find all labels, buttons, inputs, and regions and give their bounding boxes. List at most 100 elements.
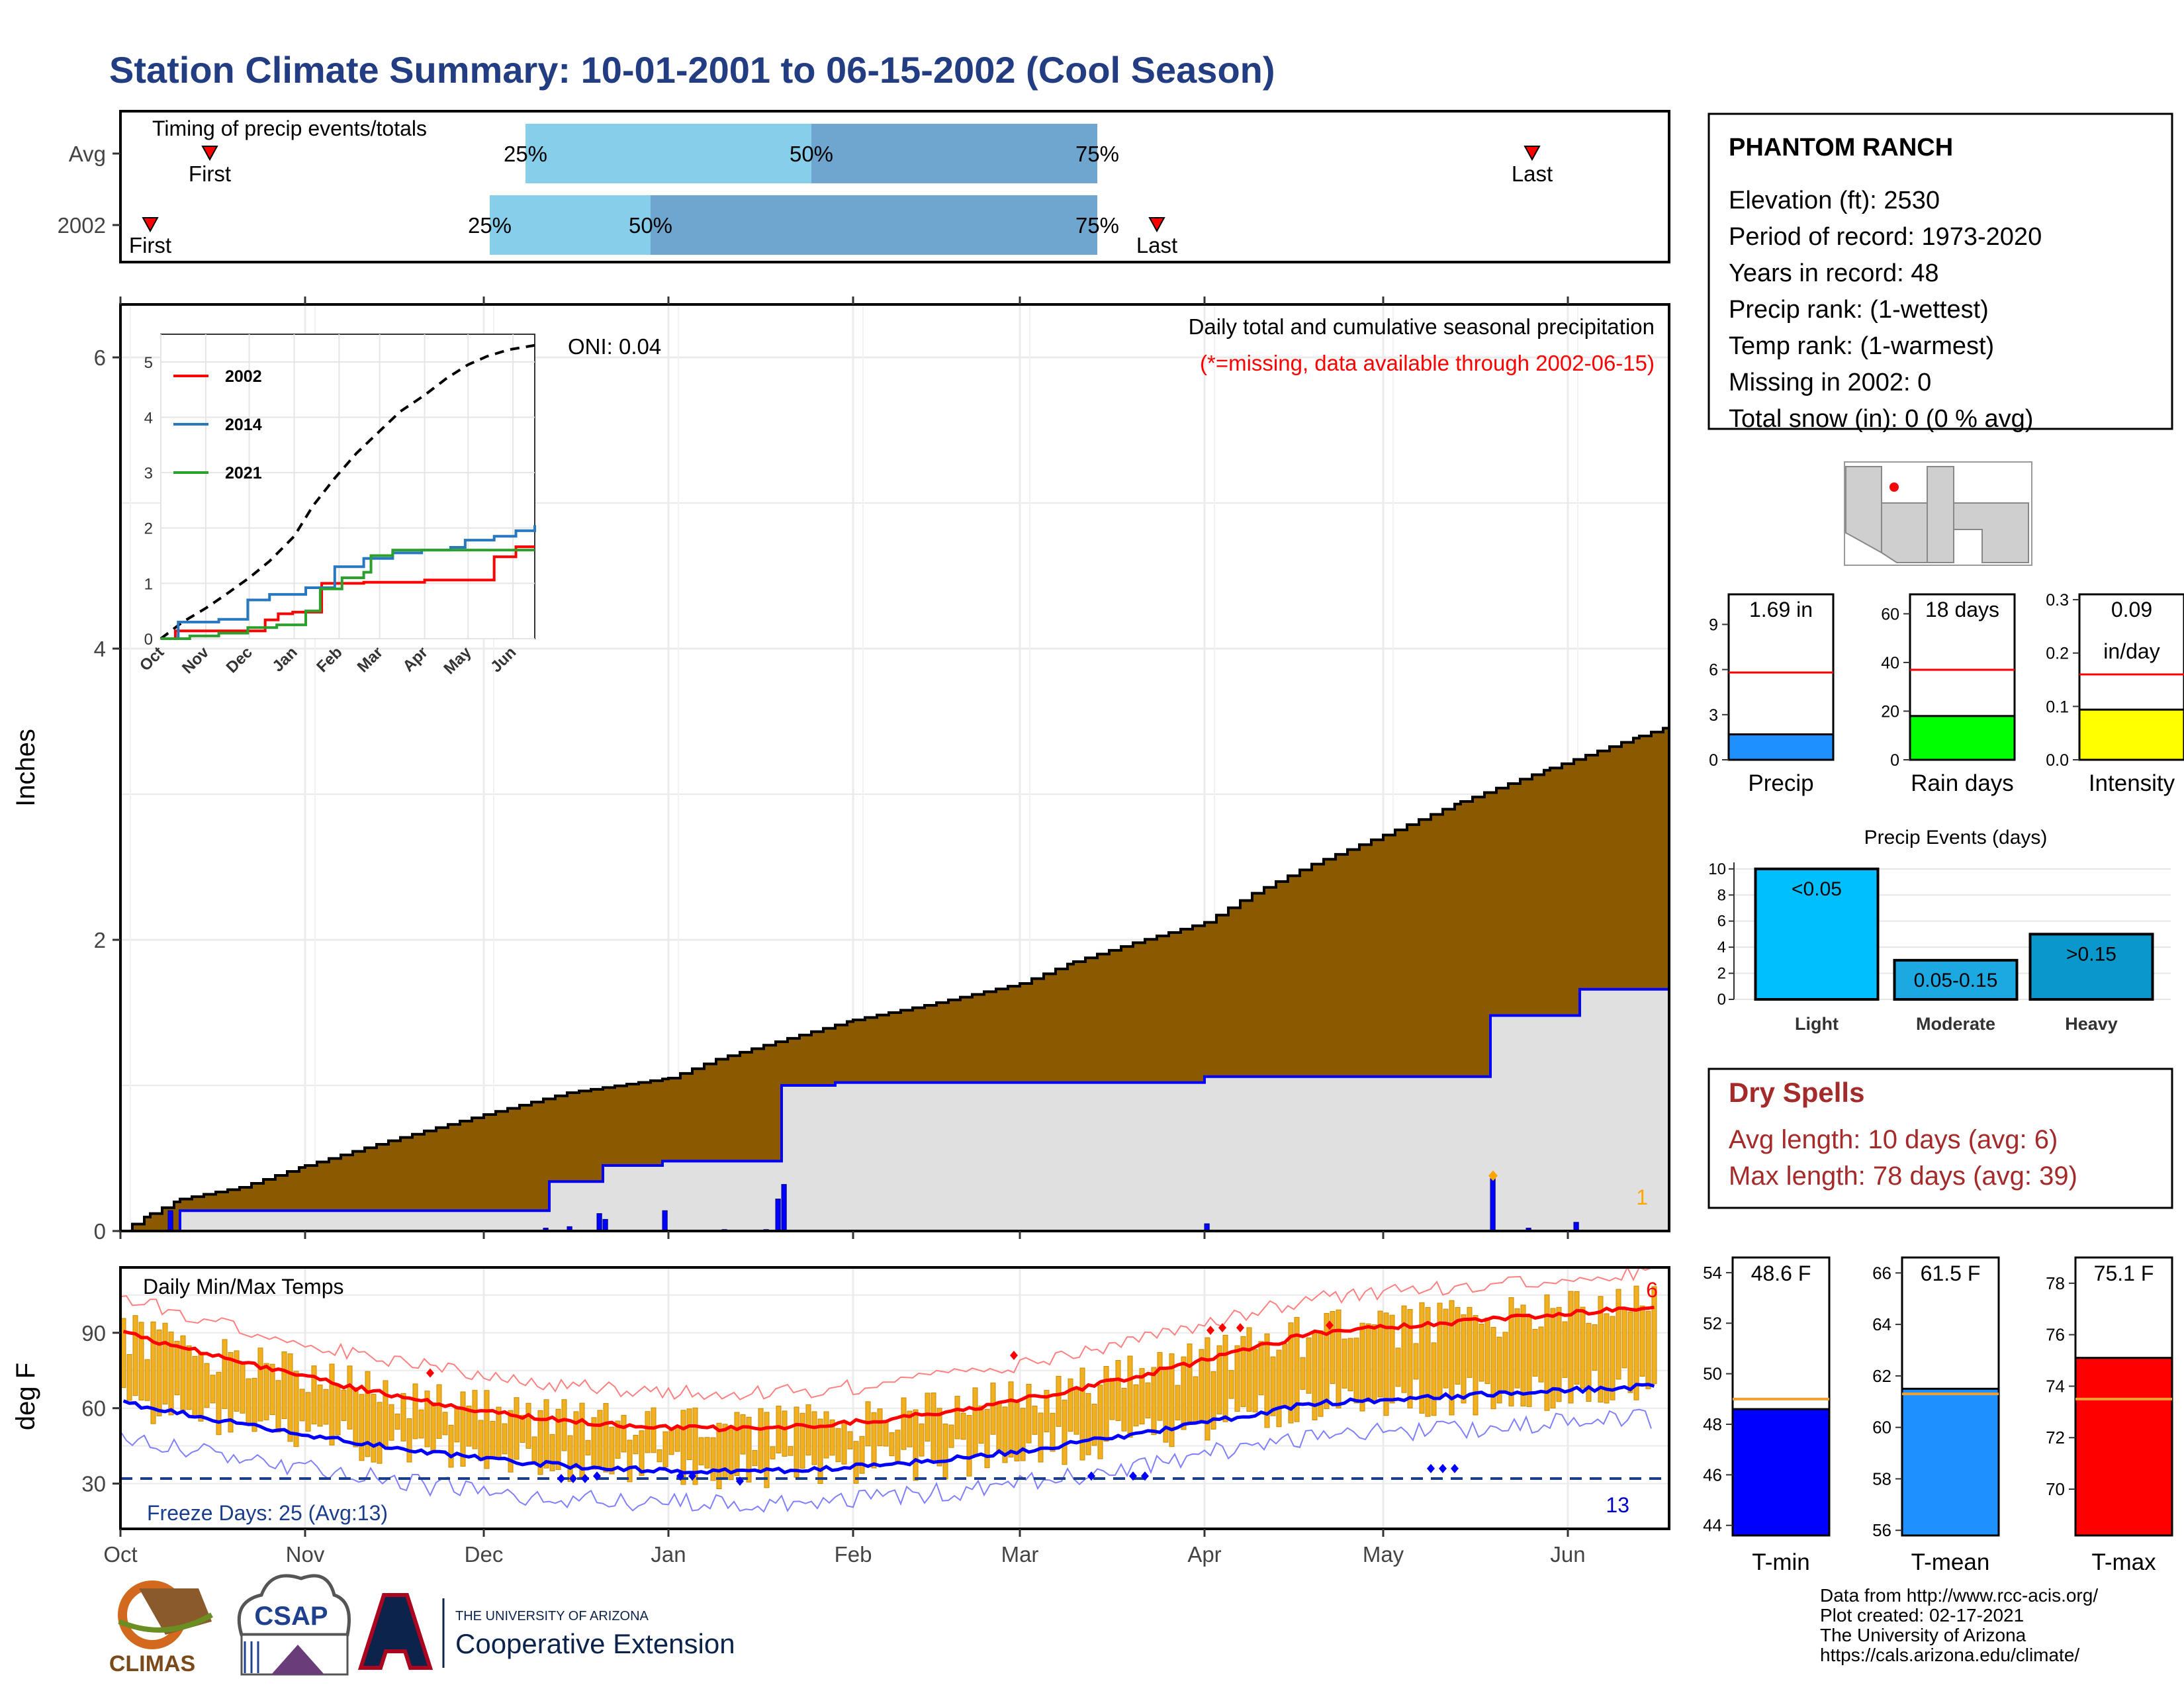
daily-temp-bar xyxy=(299,1389,305,1422)
daily-temp-bar xyxy=(686,1408,692,1461)
inset-frame xyxy=(160,334,535,639)
daily-temp-bar xyxy=(776,1405,782,1453)
daily-temp-bar xyxy=(645,1411,651,1453)
freeze-day-marker xyxy=(593,1471,601,1481)
freeze-day-marker xyxy=(688,1471,696,1481)
daily-temp-bar xyxy=(1020,1408,1026,1461)
timing-first-marker xyxy=(201,146,218,161)
mini-bar-tick-label: 20 xyxy=(1881,702,1899,721)
daily-temp-bar xyxy=(805,1404,811,1456)
daily-temp-bar xyxy=(383,1380,388,1448)
daily-temp-bar xyxy=(502,1423,508,1455)
daily-temp-bar xyxy=(1615,1289,1621,1380)
daily-temp-bar xyxy=(794,1406,799,1478)
daily-temp-bar xyxy=(1097,1385,1103,1459)
daily-temp-bar xyxy=(996,1402,1002,1451)
temp-y-label: deg F xyxy=(11,1363,40,1430)
daily-temp-bar xyxy=(657,1449,662,1463)
temp-summary-value-label: 75.1 F xyxy=(2094,1261,2154,1285)
daily-temp-bar xyxy=(1431,1342,1437,1416)
mini-bar-frame xyxy=(1727,593,1835,761)
daily-temp-bar xyxy=(1425,1306,1431,1417)
daily-temp-bar xyxy=(412,1383,418,1440)
month-label: Jan xyxy=(651,1542,686,1567)
daily-temp-bar xyxy=(936,1408,942,1467)
daily-temp-bar xyxy=(573,1411,579,1469)
daily-temp-bar xyxy=(1389,1314,1395,1404)
timing-first-marker xyxy=(142,217,159,233)
daily-temp-bar xyxy=(1246,1327,1252,1412)
freeze-day-marker xyxy=(557,1474,565,1484)
daily-temp-bar xyxy=(1002,1406,1008,1463)
mini-bar-value xyxy=(1909,715,2016,761)
dry-spells-avg: Avg length: 10 days (avg: 6) xyxy=(1729,1125,2058,1154)
daily-temp-bar xyxy=(734,1412,740,1477)
freeze-day-marker xyxy=(1427,1463,1435,1473)
freeze-day-marker xyxy=(1087,1471,1095,1481)
temp-summary-tick-label: 76 xyxy=(2046,1325,2065,1345)
daily-temp-bar xyxy=(377,1402,383,1464)
dry-spells-max: Max length: 78 days (avg: 39) xyxy=(1729,1162,2077,1191)
daily-temp-bar xyxy=(966,1415,972,1477)
daily-temp-bar xyxy=(424,1391,430,1447)
daily-temp-bar xyxy=(168,1332,174,1416)
daily-temp-bar xyxy=(1026,1383,1032,1443)
daily-temp-bar xyxy=(633,1435,639,1455)
daily-temp-bar xyxy=(1359,1322,1365,1412)
mini-bar-value-label: 18 days xyxy=(1925,598,1999,621)
events-tick-label: 8 xyxy=(1717,886,1726,904)
daily-temp-bar xyxy=(680,1410,686,1485)
daily-temp-bar xyxy=(1633,1285,1639,1400)
daily-temp-bar xyxy=(1467,1306,1473,1378)
record-high-marker xyxy=(1326,1320,1334,1330)
daily-temp-bar xyxy=(883,1420,889,1447)
daily-temp-bar xyxy=(1627,1311,1633,1393)
daily-temp-bar xyxy=(1306,1337,1312,1394)
cumulative-2002-area xyxy=(120,987,1670,1232)
daily-temp-bar xyxy=(1610,1316,1615,1400)
daily-temp-bar xyxy=(1449,1300,1455,1416)
daily-temp-bar xyxy=(1109,1377,1115,1420)
record-high-line xyxy=(120,1265,1652,1400)
daily-temp-bar xyxy=(555,1408,561,1470)
freeze-day-marker xyxy=(569,1474,577,1484)
temp-summary-tick-label: 56 xyxy=(1872,1520,1891,1540)
events-tick-label: 6 xyxy=(1717,913,1726,931)
summary-bars: 1.69 in 0 3 6 9 Precip 18 days 0 20 40 60 Rain days… xyxy=(1709,591,2184,796)
temp-summary-label: T-min xyxy=(1752,1549,1810,1575)
daily-temp-bar xyxy=(1502,1332,1508,1394)
daily-temp-bar xyxy=(1621,1307,1627,1369)
daily-temp-bar xyxy=(1330,1310,1336,1385)
event-bar-inner-label: 0.05-0.15 xyxy=(1914,970,1998,991)
daily-temp-bar xyxy=(329,1363,335,1445)
daily-temp-bar xyxy=(275,1380,281,1433)
precip-y-tick-label: 0 xyxy=(94,1219,106,1244)
daily-temp-bar xyxy=(341,1389,347,1422)
precip-events-title: Precip Events (days) xyxy=(1864,827,2048,848)
daily-temp-bar xyxy=(1586,1322,1592,1402)
daily-temp-bar xyxy=(871,1412,877,1469)
page-title: Station Climate Summary: 10-01-2001 to 0… xyxy=(109,49,1275,91)
daily-temp-bar xyxy=(466,1405,472,1447)
temp-summary-tick-label: 54 xyxy=(1703,1263,1722,1283)
dry-spells-box: Dry Spells Avg length: 10 days (avg: 6) … xyxy=(1707,1068,2173,1209)
daily-temp-bar xyxy=(1032,1405,1038,1435)
daily-precip-bar xyxy=(602,1218,608,1232)
month-label: Feb xyxy=(835,1542,872,1567)
daily-temp-bar xyxy=(627,1440,633,1483)
station-location-dot xyxy=(1889,482,1899,492)
daily-temp-bar xyxy=(1520,1304,1526,1406)
daily-temp-bar xyxy=(1604,1313,1610,1404)
daily-temp-bar xyxy=(1383,1312,1389,1416)
month-axis: Oct Nov Dec Jan Feb Mar Apr May Jun xyxy=(103,1529,1586,1567)
record-high-marker xyxy=(426,1368,434,1378)
daily-temp-bar xyxy=(1050,1412,1056,1452)
daily-temp-bar xyxy=(1473,1315,1479,1416)
daily-temp-bar xyxy=(216,1371,222,1436)
timing-panel: Timing of precip events/totals Avg 25% 50%… xyxy=(58,110,1670,263)
inset-y-tick-label: 0 xyxy=(144,631,153,649)
precip-events-chart: Precip Events (days) 0 2 4 6 8 10 <0.05 Light 0.… xyxy=(1708,827,2171,1034)
daily-temp-bar xyxy=(1187,1344,1193,1422)
